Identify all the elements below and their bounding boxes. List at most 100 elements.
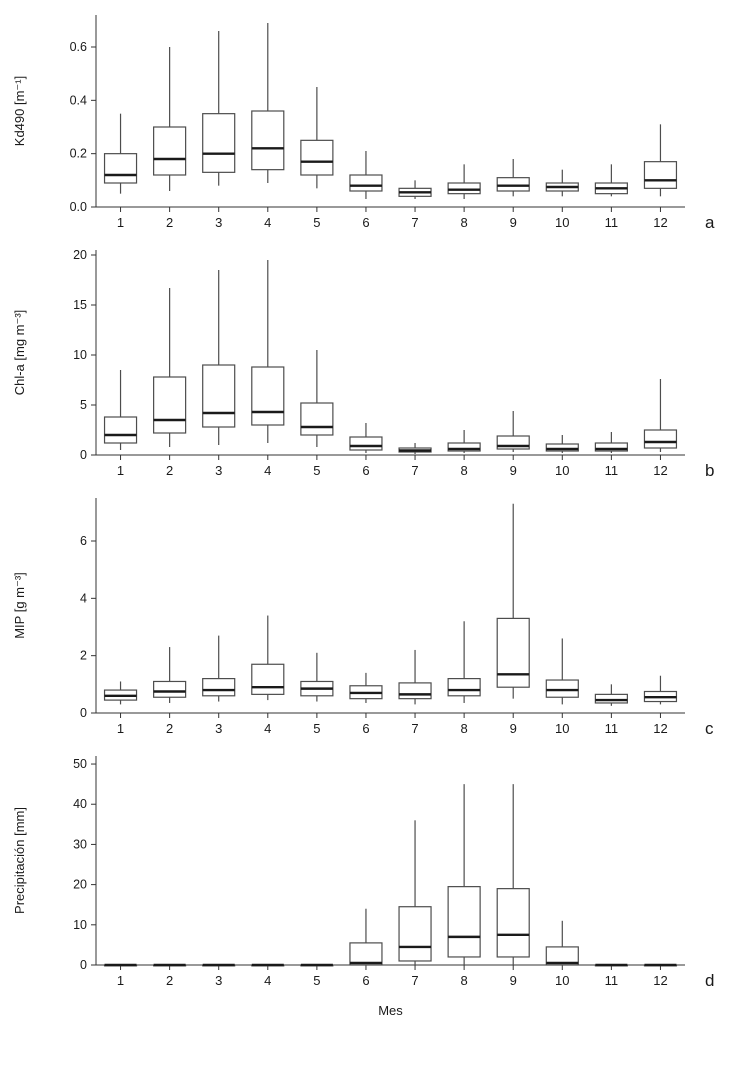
x-tick-label: 7 — [411, 463, 418, 478]
iqr-box — [251, 110, 285, 171]
box-month-2 — [153, 288, 187, 447]
box-month-9 — [496, 503, 530, 699]
x-tick-label: 9 — [510, 215, 517, 230]
iqr-box — [398, 682, 432, 700]
box-month-10 — [545, 920, 579, 966]
box-month-5 — [300, 87, 334, 189]
iqr-box — [545, 946, 579, 966]
box-month-12 — [643, 124, 678, 197]
box-month-1 — [103, 963, 138, 967]
iqr-box — [496, 617, 530, 688]
iqr-box — [153, 126, 187, 176]
iqr-box — [447, 182, 481, 195]
x-tick-label: 2 — [166, 463, 173, 478]
iqr-box — [496, 177, 530, 192]
iqr-box — [447, 886, 481, 958]
box-month-7 — [398, 649, 432, 705]
y-axis-label: Kd490 [m⁻¹] — [12, 76, 27, 146]
box-month-8 — [447, 621, 481, 703]
x-tick-label: 10 — [555, 463, 569, 478]
box-month-4 — [251, 963, 285, 967]
y-tick-label: 5 — [80, 398, 87, 412]
x-tick-label: 8 — [461, 973, 468, 988]
x-tick-label: 3 — [215, 721, 222, 736]
y-tick-label: 15 — [73, 298, 87, 312]
iqr-box — [103, 153, 138, 184]
x-tick-label: 6 — [362, 463, 369, 478]
box-month-10 — [545, 435, 579, 453]
box-month-1 — [103, 370, 138, 450]
x-axis-label-row: Mes — [0, 999, 737, 1027]
panel-letter-a: a — [705, 213, 715, 232]
box-month-6 — [349, 672, 383, 703]
y-tick-label: 10 — [73, 348, 87, 362]
iqr-box — [251, 366, 285, 426]
y-tick-label: 6 — [80, 534, 87, 548]
y-tick-label: 50 — [73, 757, 87, 771]
x-tick-label: 8 — [461, 463, 468, 478]
x-tick-label: 11 — [605, 463, 619, 478]
y-tick-label: 30 — [73, 837, 87, 851]
box-month-3 — [202, 31, 236, 186]
iqr-box — [300, 402, 334, 436]
iqr-box — [643, 429, 678, 449]
y-axis-label: MIP [g m⁻³] — [12, 572, 27, 639]
x-tick-label: 4 — [264, 973, 271, 988]
box-month-3 — [202, 963, 236, 967]
y-tick-label: 0 — [80, 448, 87, 462]
box-month-2 — [153, 963, 187, 967]
box-month-8 — [447, 164, 481, 199]
iqr-box — [202, 113, 236, 173]
y-tick-label: 0.2 — [70, 147, 87, 161]
y-axis-label: Precipitación [mm] — [12, 807, 27, 914]
box-month-4 — [251, 23, 285, 183]
x-tick-label: 3 — [215, 463, 222, 478]
panel-letter-c: c — [705, 719, 714, 738]
box-month-12 — [643, 963, 678, 967]
x-tick-label: 8 — [461, 721, 468, 736]
x-tick-label: 5 — [313, 721, 320, 736]
y-tick-label: 20 — [73, 878, 87, 892]
iqr-box — [545, 443, 579, 452]
x-tick-label: 3 — [215, 215, 222, 230]
x-tick-label: 9 — [510, 463, 517, 478]
box-month-2 — [153, 647, 187, 703]
iqr-box — [447, 442, 481, 452]
box-month-5 — [300, 350, 334, 447]
box-month-4 — [251, 615, 285, 701]
box-month-11 — [594, 963, 628, 967]
panel-precipitacion: 0 10 20 30 40 50 1 2 3 4 5 6 7 8 9 10 11 12 Precipitación … — [0, 747, 737, 999]
x-tick-label: 5 — [313, 215, 320, 230]
y-tick-label: 4 — [80, 591, 87, 605]
box-month-9 — [496, 784, 530, 965]
iqr-box — [251, 663, 285, 695]
iqr-box — [545, 679, 579, 698]
x-tick-label: 7 — [411, 215, 418, 230]
iqr-box — [202, 678, 236, 697]
x-tick-label: 4 — [264, 215, 271, 230]
iqr-box — [447, 678, 481, 697]
x-tick-label: 10 — [555, 721, 569, 736]
y-tick-label: 2 — [80, 649, 87, 663]
iqr-box — [594, 693, 628, 704]
x-tick-label: 5 — [313, 973, 320, 988]
iqr-box — [594, 442, 628, 452]
box-month-8 — [447, 784, 481, 965]
x-tick-label: 9 — [510, 973, 517, 988]
x-tick-label: 9 — [510, 721, 517, 736]
x-tick-label: 1 — [117, 721, 124, 736]
x-tick-label: 11 — [605, 215, 619, 230]
x-tick-label: 10 — [555, 215, 569, 230]
x-tick-label: 10 — [555, 973, 569, 988]
y-tick-label: 0.6 — [70, 40, 87, 54]
box-month-2 — [153, 47, 187, 191]
box-month-10 — [545, 169, 579, 197]
iqr-box — [202, 364, 236, 428]
y-tick-label: 10 — [73, 918, 87, 932]
x-tick-label: 8 — [461, 215, 468, 230]
x-tick-label: 1 — [117, 973, 124, 988]
x-tick-label: 12 — [653, 973, 667, 988]
